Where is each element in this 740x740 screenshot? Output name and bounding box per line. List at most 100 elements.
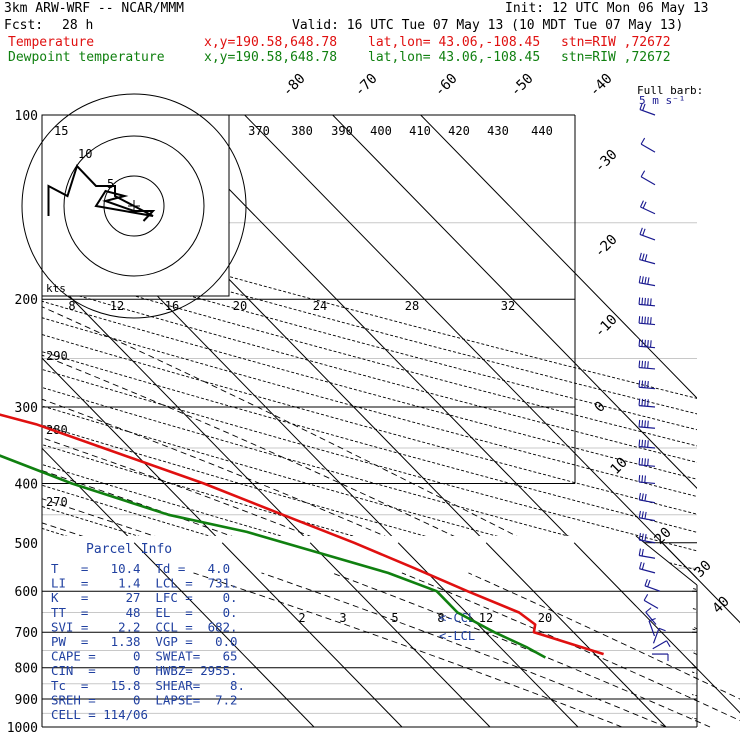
dry-adiabat xyxy=(42,386,697,571)
wind-barb-feather xyxy=(647,380,649,389)
wind-barb xyxy=(638,492,656,504)
moist-adiabat xyxy=(401,572,740,722)
parcel-info-row: SVI = 2.2 CCL = 682. xyxy=(51,619,238,634)
isotherm-label: -60 xyxy=(432,71,461,100)
pressure-tick-label: 700 xyxy=(15,626,38,641)
wind-barb xyxy=(644,578,661,592)
forecast-hour: 28 h xyxy=(62,18,94,33)
wind-barb-feather xyxy=(641,439,644,447)
mixing-ratio-label: 3 xyxy=(339,611,346,625)
wind-barb xyxy=(638,548,656,559)
wind-barb-feather xyxy=(642,228,646,236)
wind-barb-feather xyxy=(644,254,648,262)
wind-barb-staff xyxy=(639,259,656,265)
mixing-ratio-label: 5 xyxy=(391,611,398,625)
panel-edge xyxy=(635,535,698,586)
wind-barb xyxy=(652,640,671,650)
parcel-info-row: T = 10.4 Td = 4.0 xyxy=(51,561,230,576)
wind-barb xyxy=(639,252,656,265)
wind-barb-feather xyxy=(641,511,644,519)
wind-barb-feather xyxy=(639,252,642,260)
isotherm-line xyxy=(485,542,667,728)
wind-barb xyxy=(639,102,656,116)
wind-barb-staff xyxy=(639,322,656,326)
wind-barb-staff xyxy=(640,176,656,186)
theta-label: 430 xyxy=(487,124,509,138)
wind-speed-axis-label: 12 xyxy=(110,299,124,313)
wind-barb-staff xyxy=(639,554,656,559)
wind-barb-staff xyxy=(640,206,656,215)
wind-barb-staff xyxy=(639,386,656,390)
moist-adiabat xyxy=(331,572,711,728)
wind-barb-feather xyxy=(649,340,652,348)
isotherm-line xyxy=(309,542,491,728)
wind-barb xyxy=(648,618,656,637)
valid-time: Valid: 16 UTC Tue 07 May 13 (10 MDT Tue … xyxy=(292,18,684,33)
theta-label: 410 xyxy=(409,124,431,138)
theta-label: 370 xyxy=(248,124,270,138)
hodograph-ring xyxy=(103,175,165,237)
wind-barb xyxy=(638,360,656,370)
wind-barb-feather xyxy=(638,316,641,324)
isotherm-line xyxy=(420,115,697,399)
mixing-ratio-label: 20 xyxy=(538,611,552,625)
wind-barb-feather xyxy=(644,511,647,519)
wind-barb-feather xyxy=(641,533,644,541)
hodograph-ring-label: 5 xyxy=(107,177,114,191)
wind-barb-feather xyxy=(642,103,646,111)
wind-barb-staff xyxy=(648,620,656,637)
wind-barb-feather xyxy=(647,440,649,448)
wind-barb-feather xyxy=(640,200,644,208)
wind-barb xyxy=(638,510,656,522)
wind-barb-feather xyxy=(644,276,647,284)
parcel-info-panel xyxy=(42,536,692,727)
parcel-info-row: TT = 48 EL = 0. xyxy=(51,605,238,620)
wind-barb-feather xyxy=(638,439,641,447)
isotherm-label: -30 xyxy=(592,147,621,176)
wind-barb-feather xyxy=(638,419,641,427)
wind-barb-feather xyxy=(644,399,646,407)
wind-speed-axis-label: 24 xyxy=(313,299,327,313)
wind-speed-axis-label: 28 xyxy=(405,299,419,313)
wind-barb-feather xyxy=(648,618,656,622)
wind-barb xyxy=(638,297,656,307)
wind-barb xyxy=(645,607,657,625)
barb-key-title: Full barb: xyxy=(637,84,703,97)
isotherm-line xyxy=(661,542,740,624)
temperature-xy: x,y=190.58,648.78 xyxy=(204,35,338,50)
wind-barb-staff xyxy=(639,539,656,544)
wind-barb-staff xyxy=(639,481,656,485)
wind-barb xyxy=(652,627,666,644)
pressure-tick-label: 900 xyxy=(15,693,38,708)
hodograph-trace xyxy=(47,164,156,222)
isotherm-line xyxy=(133,542,315,728)
dewpoint-station: stn=RIW ,72672 xyxy=(561,50,671,65)
pressure-tick-label: 1000 xyxy=(7,721,38,736)
wind-barb-feather xyxy=(638,457,641,465)
wind-barb xyxy=(643,594,659,609)
hodograph-ring xyxy=(63,135,205,277)
wind-barb-feather xyxy=(644,380,646,388)
isotherm-line xyxy=(221,542,403,728)
wind-barb-staff xyxy=(639,517,656,522)
wind-barb-staff xyxy=(639,464,656,467)
moist-adiabat xyxy=(42,398,697,680)
isotherm-line xyxy=(244,115,697,580)
wind-barb xyxy=(638,275,656,287)
isotherm-line xyxy=(573,542,740,714)
wind-barb-feather xyxy=(641,360,644,368)
isotherm-label: -70 xyxy=(352,71,381,100)
barb-key-value: 5 m s⁻¹ xyxy=(639,94,685,107)
wind-barb-feather xyxy=(641,493,644,501)
temperature-station: stn=RIW ,72672 xyxy=(561,35,671,50)
wind-barb-feather xyxy=(647,340,649,348)
wind-barb-feather xyxy=(644,578,648,586)
wind-barb-feather xyxy=(647,298,649,306)
wind-barb-feather xyxy=(641,276,644,284)
wind-barb-feather xyxy=(647,361,649,369)
wind-barb-feather xyxy=(638,475,641,483)
pressure-tick-label: 400 xyxy=(15,477,38,492)
dry-adiabat xyxy=(42,284,697,463)
wind-speed-axis-label: 8 xyxy=(68,299,75,313)
wind-barb xyxy=(638,398,656,408)
